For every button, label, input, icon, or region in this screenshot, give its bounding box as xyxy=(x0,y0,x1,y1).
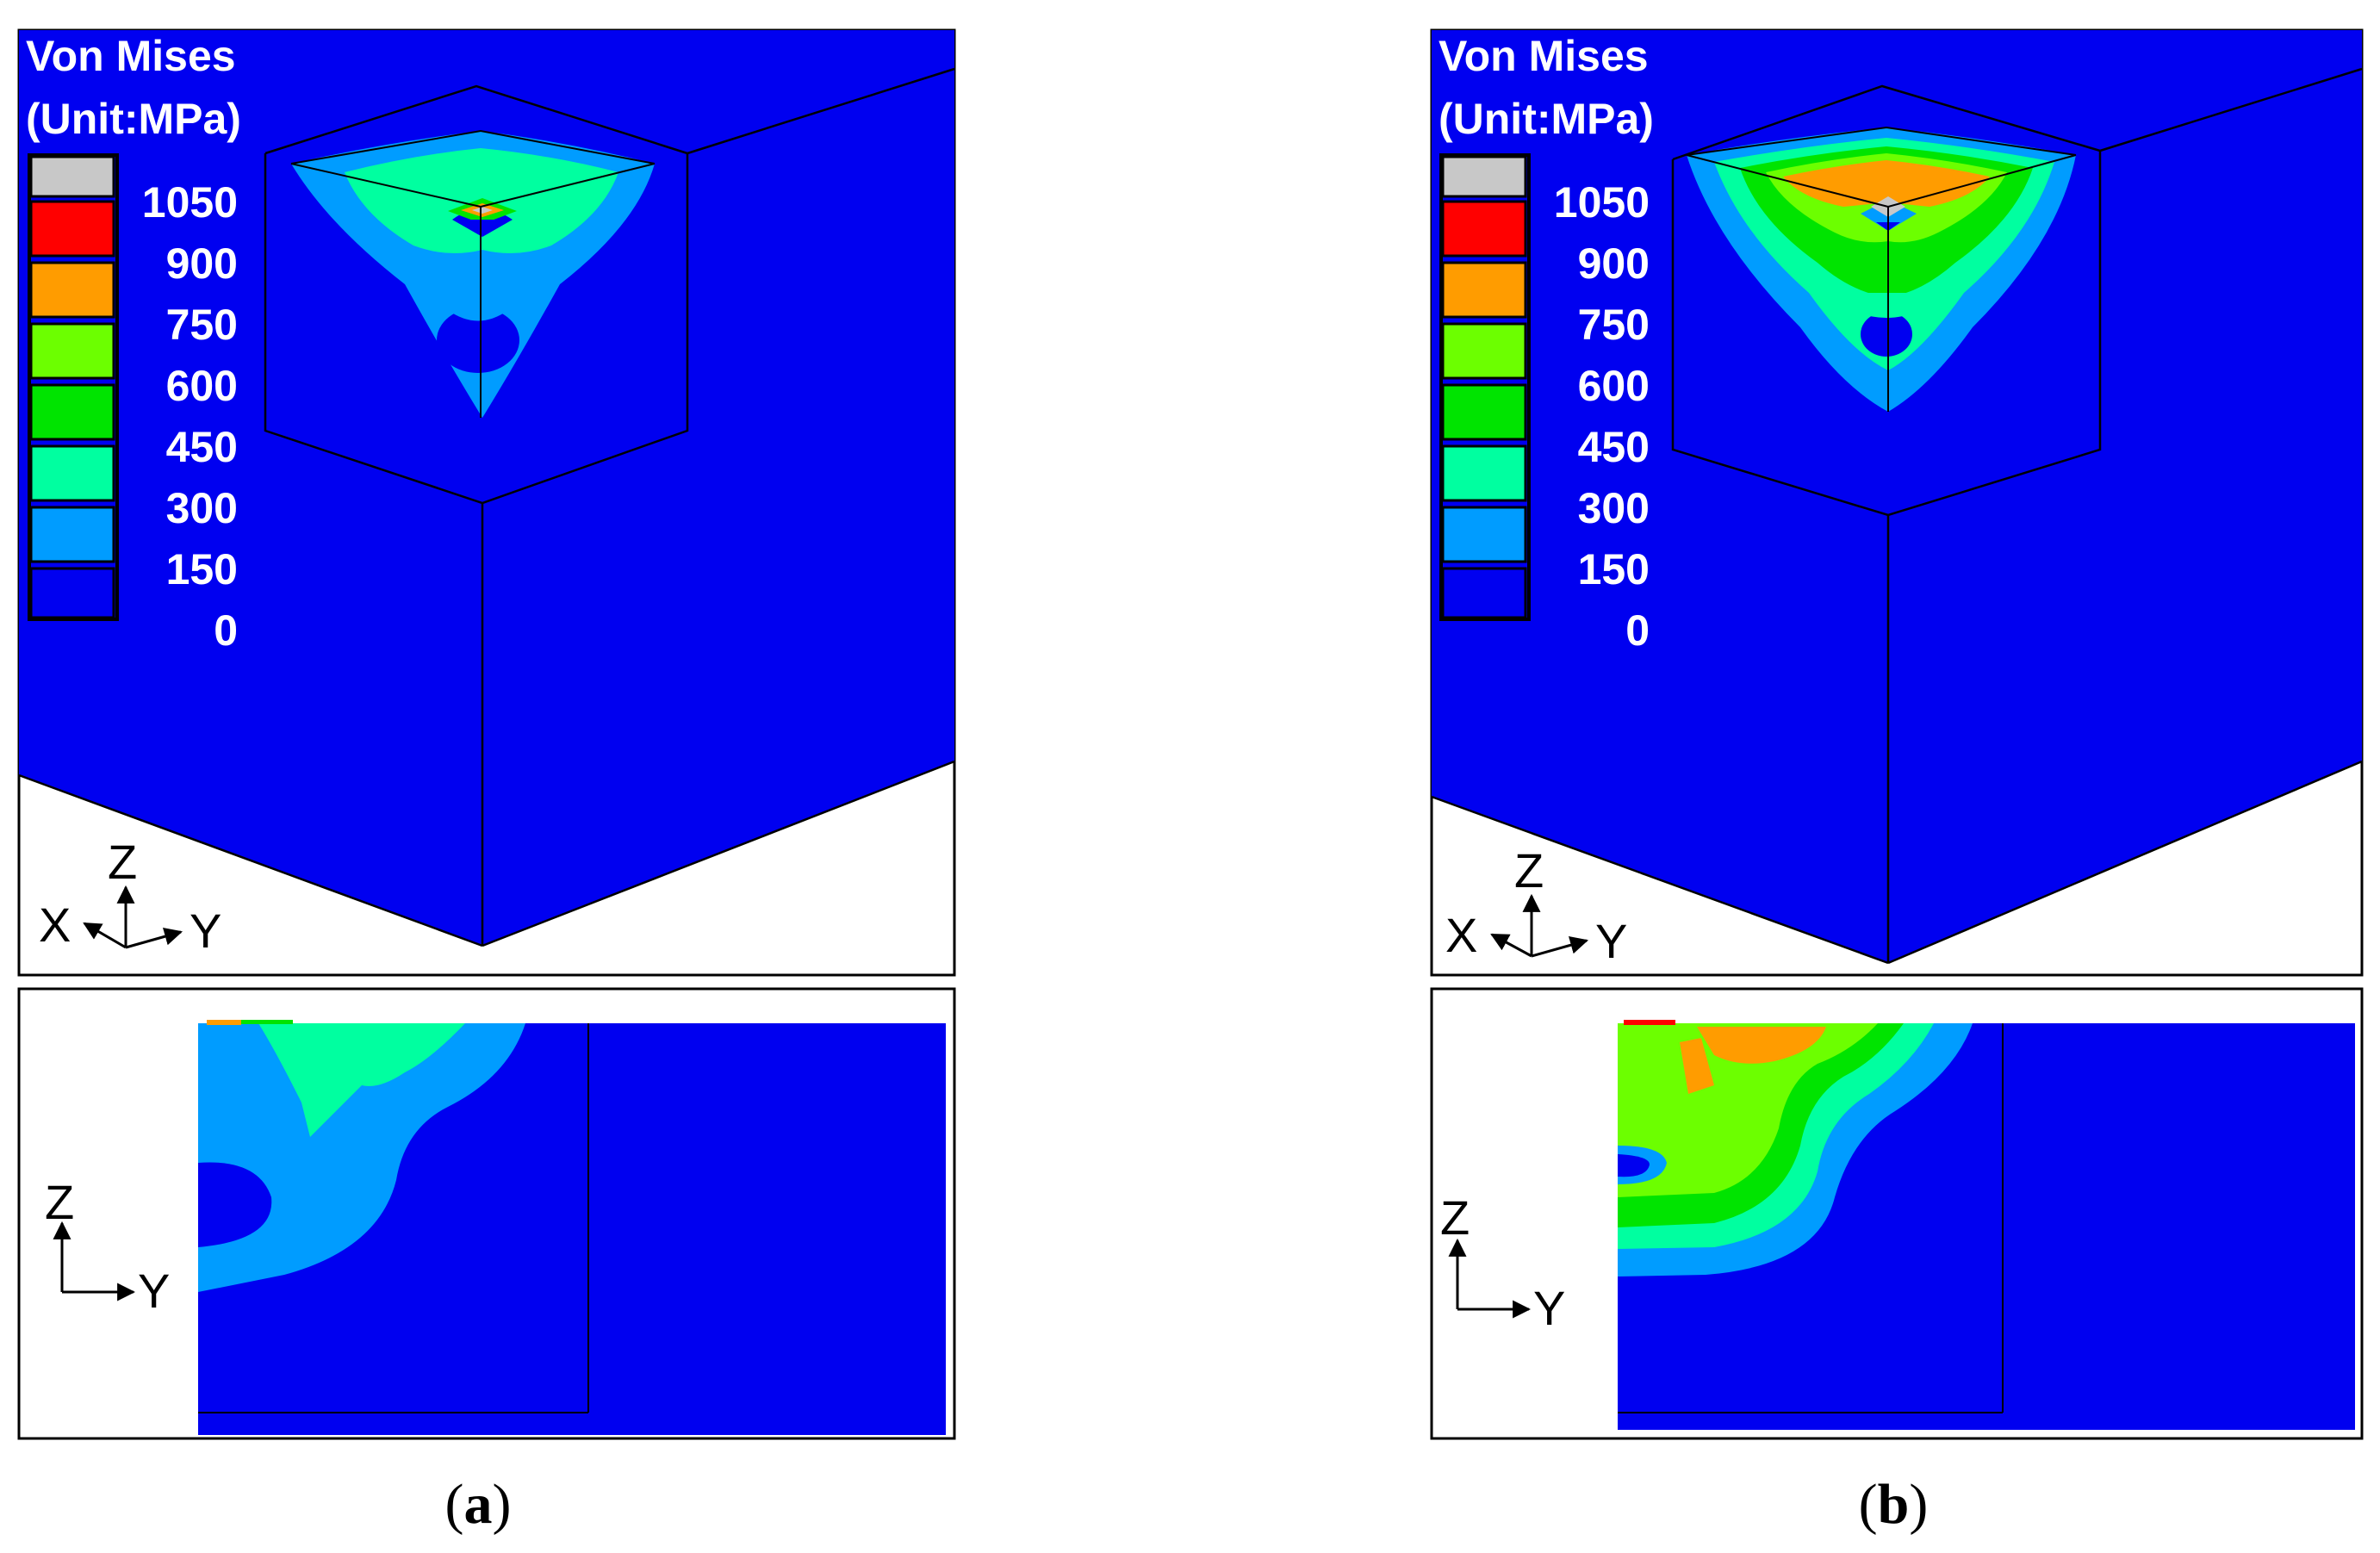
legend-swatch-0-150 xyxy=(29,567,115,619)
axis-label-z: Z xyxy=(108,835,137,889)
legend-value-900: 900 xyxy=(1578,239,1650,288)
axis-label-y-2d: Y xyxy=(138,1264,170,1318)
axis-label-z-2d: Z xyxy=(45,1175,74,1229)
legend-value-300: 300 xyxy=(1578,484,1650,532)
legend-swatch-450-600 xyxy=(1441,383,1527,441)
legend-value-1050: 1050 xyxy=(142,178,238,227)
legend-value-150: 150 xyxy=(166,545,238,593)
legend-value-1050: 1050 xyxy=(1554,178,1650,227)
caption-a: (a) xyxy=(445,1473,512,1536)
legend-swatch-300-450 xyxy=(29,444,115,502)
legend-value-300: 300 xyxy=(166,484,238,532)
axis-label-y: Y xyxy=(1595,914,1627,968)
legend-swatch-900-1050 xyxy=(1441,200,1527,258)
axis-triad-3d-b xyxy=(1490,893,1589,958)
axis-triad-3d-a xyxy=(83,885,183,949)
legend-value-0: 0 xyxy=(1625,606,1650,655)
legend-swatch-300-450 xyxy=(1441,444,1527,502)
block-edges xyxy=(18,67,955,947)
legend-title-line2: (Unit:MPa) xyxy=(1439,95,1654,143)
panel-b-section-view: Z Y xyxy=(1430,987,2364,1440)
legend-value-450: 450 xyxy=(166,423,238,471)
caption-b: (b) xyxy=(1859,1473,1929,1536)
axis-label-z-2d: Z xyxy=(1440,1190,1470,1245)
legend-value-750: 750 xyxy=(166,301,238,349)
legend-value-600: 600 xyxy=(1578,362,1650,410)
block-edges xyxy=(1431,67,2363,965)
axis-triad-2d-b xyxy=(1448,1238,1532,1319)
panel-b: Von Mises (Unit:MPa) 1050 900 750 600 45… xyxy=(1430,28,2364,1536)
legend-title-line1: Von Mises xyxy=(1439,32,1649,80)
legend-swatch-above-1050 xyxy=(1441,155,1527,198)
legend-swatch-600-750 xyxy=(29,322,115,380)
legend-swatch-150-300 xyxy=(29,506,115,563)
legend-swatch-900-1050 xyxy=(29,200,115,258)
panel-a: Von Mises (Unit:MPa) 1050 900 750 600 45… xyxy=(17,28,956,1536)
legend-swatch-600-750 xyxy=(1441,322,1527,380)
stress-contour-3d-a xyxy=(290,129,656,418)
legend-title-line1: Von Mises xyxy=(26,32,236,80)
axis-label-y: Y xyxy=(190,904,221,958)
stress-contour-3d-b xyxy=(1686,126,2077,412)
panel-a-section-view: Z Y xyxy=(17,987,956,1440)
axis-label-z: Z xyxy=(1514,843,1544,898)
legend-swatch-750-900 xyxy=(29,261,115,319)
legend-value-0: 0 xyxy=(214,606,238,655)
legend-swatch-0-150 xyxy=(1441,567,1527,619)
legend-swatch-450-600 xyxy=(29,383,115,441)
panel-a-3d-view: Von Mises (Unit:MPa) 1050 900 750 600 45… xyxy=(17,28,956,977)
legend-value-450: 450 xyxy=(1578,423,1650,471)
axis-triad-2d-a xyxy=(53,1221,136,1301)
legend-b: Von Mises (Unit:MPa) 1050 900 750 600 45… xyxy=(1439,32,1654,655)
legend-value-750: 750 xyxy=(1578,301,1650,349)
axis-label-x: X xyxy=(1445,908,1477,962)
legend-value-900: 900 xyxy=(166,239,238,288)
panel-b-3d-view: Von Mises (Unit:MPa) 1050 900 750 600 45… xyxy=(1430,28,2364,977)
legend-swatch-150-300 xyxy=(1441,506,1527,563)
legend-a: Von Mises (Unit:MPa) 1050 900 750 600 45… xyxy=(26,32,241,655)
axis-label-y-2d: Y xyxy=(1533,1281,1565,1335)
legend-title-line2: (Unit:MPa) xyxy=(26,95,241,143)
legend-value-600: 600 xyxy=(166,362,238,410)
axis-label-x: X xyxy=(39,898,71,952)
legend-swatch-750-900 xyxy=(1441,261,1527,319)
legend-value-150: 150 xyxy=(1578,545,1650,593)
legend-swatch-above-1050 xyxy=(29,155,115,198)
